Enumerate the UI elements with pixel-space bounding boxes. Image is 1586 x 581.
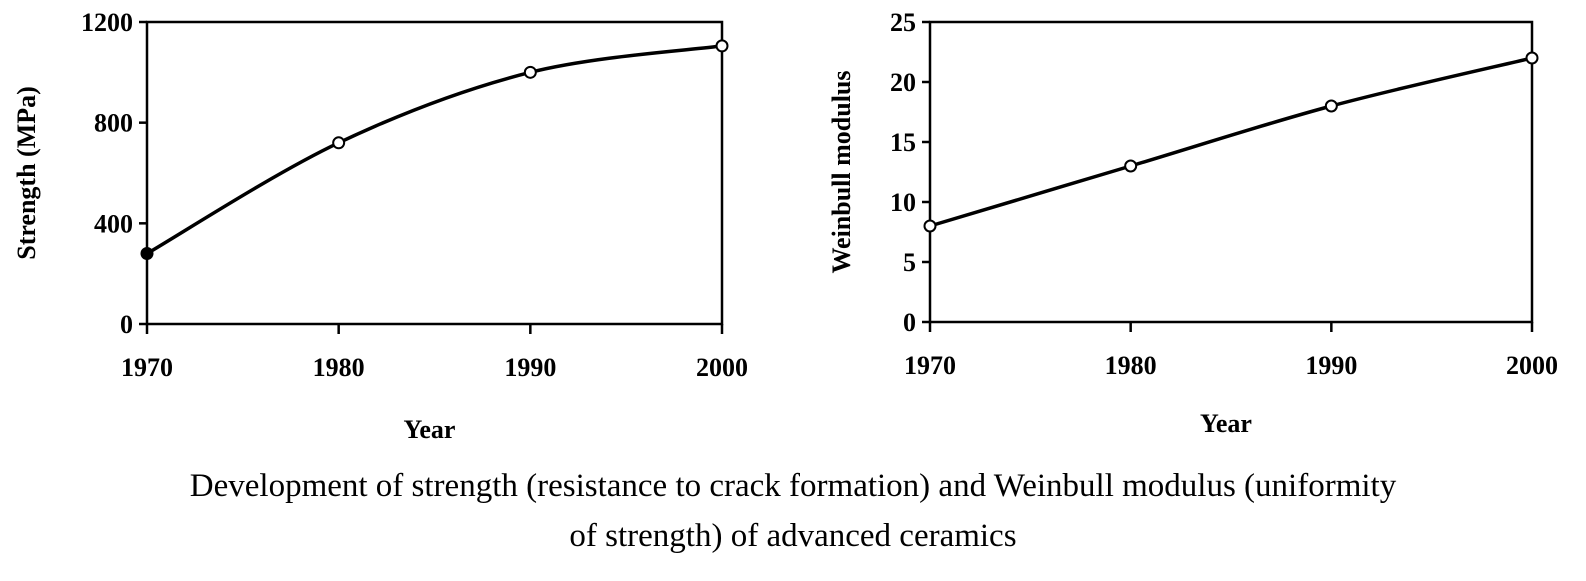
chart-2-y-tick-label: 15 xyxy=(890,128,916,157)
chart-1-x-axis-label: Year xyxy=(404,415,456,444)
chart-2-y-tick-label: 25 xyxy=(890,8,916,37)
chart-2-data-point xyxy=(1324,99,1338,113)
chart-2-x-tick-label: 1970 xyxy=(904,351,956,380)
chart-2-x-tick-label: 1980 xyxy=(1105,351,1157,380)
chart-2-x-tick-label: 1990 xyxy=(1305,351,1357,380)
chart-2-y-axis-label: Weinbull modulus xyxy=(827,70,856,273)
chart-1-y-tick-label: 800 xyxy=(94,109,133,138)
chart-1-data-point xyxy=(332,136,346,150)
chart-2-y-tick-label: 0 xyxy=(903,308,916,337)
chart-1-y-axis-label: Strength (MPa) xyxy=(12,86,41,260)
chart-1-data-point xyxy=(140,247,154,261)
chart-2-data-point xyxy=(1525,51,1539,65)
chart-2-data-point xyxy=(923,219,937,233)
chart-2-y-tick-label: 20 xyxy=(890,68,916,97)
chart-1-plot-frame xyxy=(145,20,724,326)
chart-1-data-point xyxy=(523,65,537,79)
figure-caption-line-1: Development of strength (resistance to c… xyxy=(189,468,1397,504)
chart-2-x-tick-label: 2000 xyxy=(1506,351,1558,380)
chart-2-y-tick-label: 5 xyxy=(903,248,916,277)
chart-1-x-tick-label: 1980 xyxy=(313,353,365,382)
chart-2-data-point xyxy=(1124,159,1138,173)
chart-1-data-point xyxy=(715,39,729,53)
chart-1-y-tick-label: 1200 xyxy=(81,8,133,37)
chart-1-series-line xyxy=(146,44,723,256)
chart-1-x-tick-label: 1990 xyxy=(504,353,556,382)
chart-2-y-tick-label: 10 xyxy=(890,188,916,217)
chart-1-x-tick-label: 2000 xyxy=(696,353,748,382)
chart-2-plot-frame xyxy=(928,20,1534,324)
chart-1-x-tick-label: 1970 xyxy=(121,353,173,382)
chart-2-series-line xyxy=(929,56,1533,228)
chart-1-y-tick-label: 0 xyxy=(120,310,133,339)
chart-1-y-tick-label: 400 xyxy=(94,209,133,238)
figure-caption-line-2: of strength) of advanced ceramics xyxy=(569,518,1017,554)
chart-2-x-axis-label: Year xyxy=(1200,409,1252,438)
